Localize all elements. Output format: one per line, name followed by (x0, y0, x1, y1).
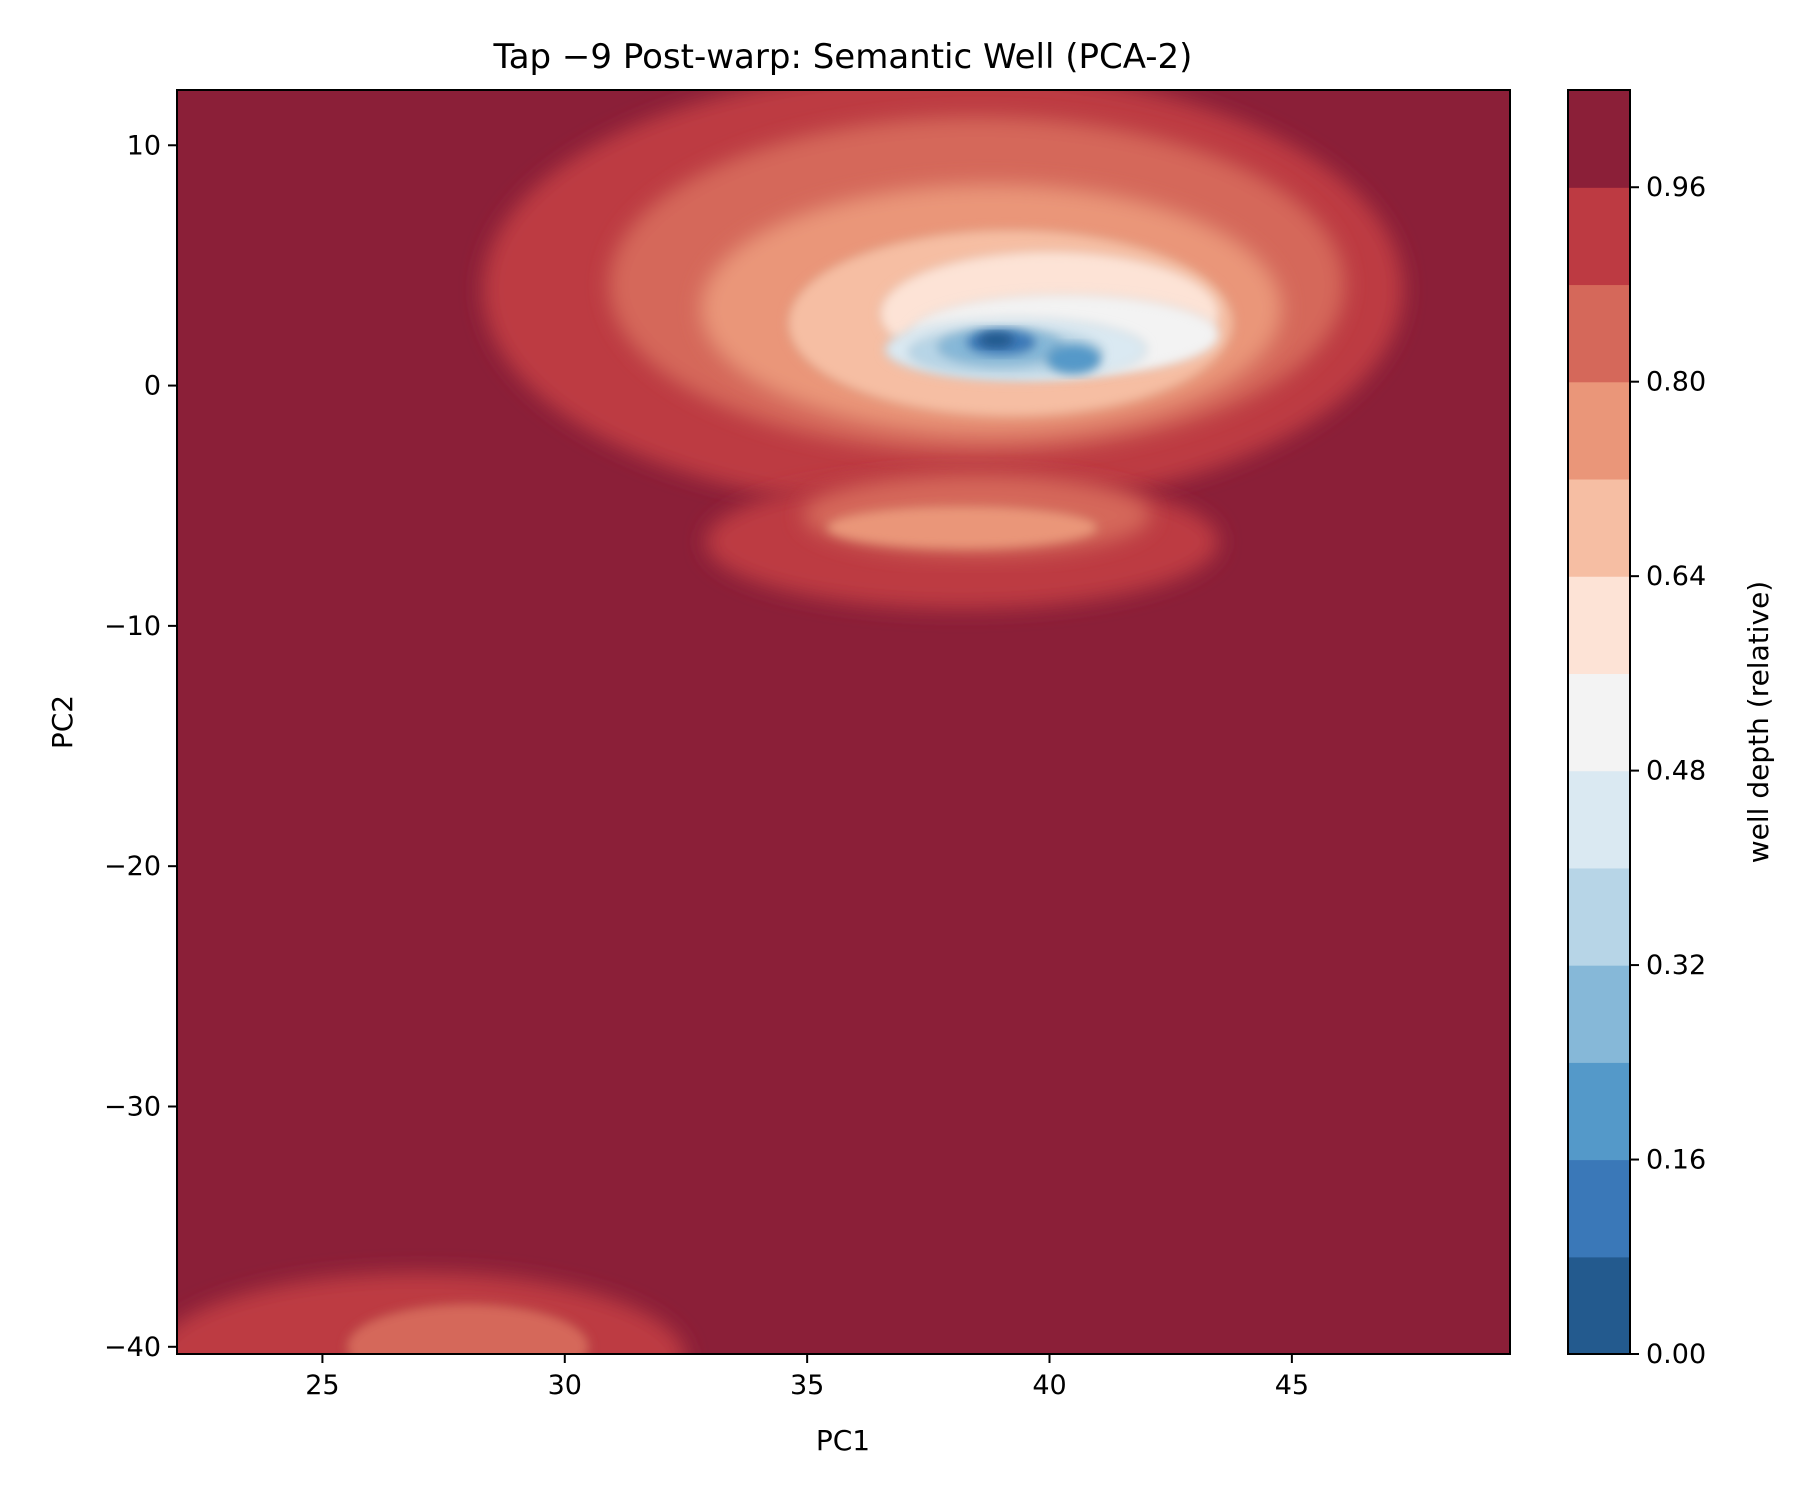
colorbar-label: well depth (relative) (1742, 581, 1775, 863)
y-tick-label: −30 (104, 1091, 161, 1122)
colorbar-tick-label: 0.96 (1646, 172, 1706, 203)
colorbar-band (1568, 90, 1630, 188)
contour-band (1046, 344, 1101, 375)
colorbar: 0.00 0.16 0.32 0.48 0.64 0.80 0.96 (1567, 89, 1706, 1370)
y-tick-label: −20 (104, 851, 161, 882)
y-axis: 10 0 −10 −20 −30 −40 (104, 130, 177, 1363)
y-tick-label: −10 (104, 611, 161, 642)
contour-band (978, 332, 1014, 348)
y-tick-label: 10 (127, 130, 161, 161)
colorbar-band (1568, 187, 1630, 286)
x-tick-label: 25 (305, 1370, 339, 1401)
y-tick-label: 0 (144, 371, 161, 402)
colorbar-band (1568, 576, 1630, 674)
colorbar-band (1568, 673, 1630, 772)
contour-band (346, 1303, 590, 1354)
x-axis-label: PC1 (816, 1424, 870, 1457)
colorbar-band (1568, 1062, 1630, 1161)
y-tick-label: −40 (104, 1332, 161, 1363)
x-axis: 25 30 35 40 45 (305, 1354, 1309, 1401)
colorbar-tick-label: 0.64 (1646, 561, 1706, 592)
colorbar-band (1568, 965, 1630, 1063)
x-tick-label: 30 (548, 1370, 582, 1401)
contour-band (826, 505, 1099, 550)
colorbar-tick-label: 0.16 (1646, 1145, 1706, 1176)
plot-area (177, 90, 1510, 1354)
x-tick-label: 40 (1032, 1370, 1066, 1401)
x-tick-label: 35 (790, 1370, 824, 1401)
colorbar-tick-label: 0.48 (1646, 756, 1706, 787)
colorbar-band (1568, 867, 1630, 966)
y-axis-label: PC2 (46, 695, 79, 749)
colorbar-tick-label: 0.00 (1646, 1339, 1706, 1370)
colorbar-band (1568, 284, 1630, 383)
plot-frame (176, 89, 1511, 1355)
colorbar-tick-label: 0.32 (1646, 950, 1706, 981)
contour-band (177, 1271, 686, 1354)
colorbar-band (1568, 1159, 1630, 1258)
x-tick-label: 45 (1275, 1370, 1309, 1401)
colorbar-band (1568, 381, 1630, 480)
colorbar-band (1568, 1256, 1630, 1355)
colorbar-tick-label: 0.80 (1646, 367, 1706, 398)
colorbar-frame (1567, 89, 1631, 1355)
colorbar-band (1568, 478, 1630, 577)
colorbar-band (1568, 770, 1630, 869)
chart-title: Tap −9 Post-warp: Semantic Well (PCA-2) (493, 37, 1193, 77)
